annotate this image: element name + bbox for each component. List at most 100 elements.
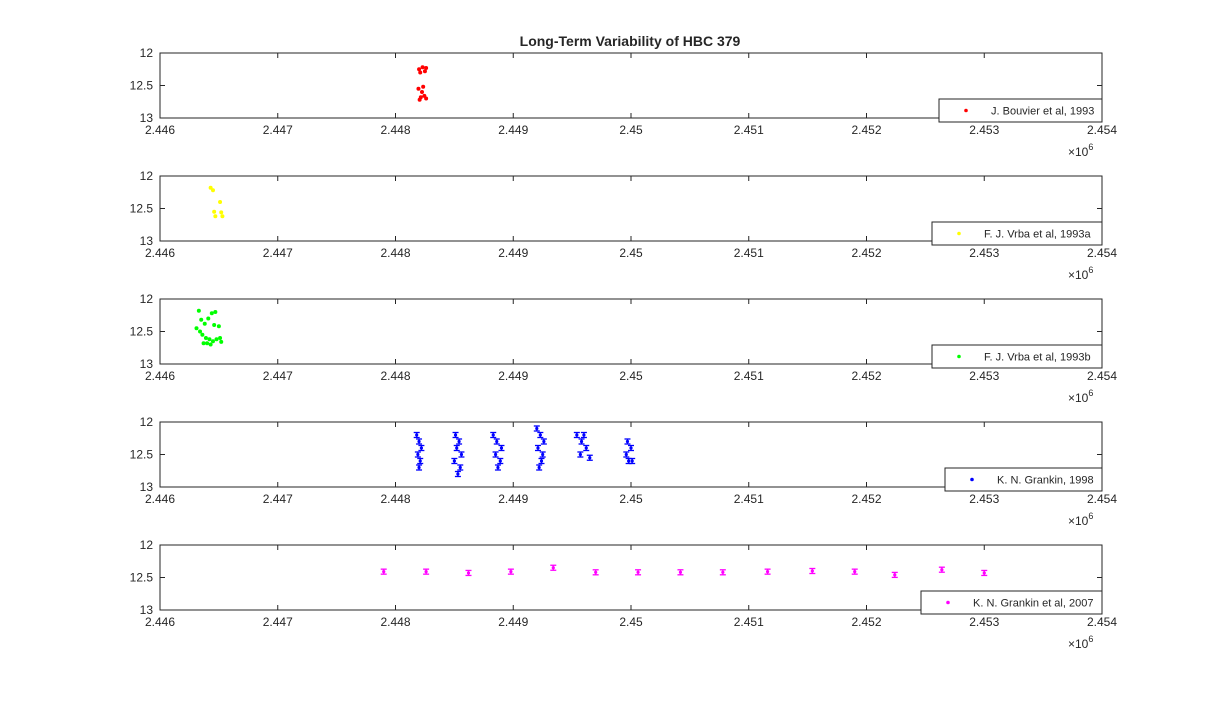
- data-point: [625, 439, 630, 444]
- x-exponent-power: 6: [1088, 388, 1093, 398]
- data-point-errorbar: [494, 464, 501, 471]
- data-point: [541, 452, 545, 457]
- data-point: [219, 339, 224, 344]
- data-point: [629, 446, 633, 450]
- y-tick-label: 12: [140, 46, 154, 60]
- y-tick-label: 12: [140, 169, 154, 183]
- data-point-errorbar: [413, 431, 420, 439]
- legend-label: K. N. Grankin, 1998: [997, 475, 1094, 487]
- data-point-errorbar: [981, 569, 988, 577]
- x-exponent-base: ×10: [1068, 268, 1089, 282]
- data-point-errorbar: [550, 564, 557, 571]
- x-tick-label: 2.448: [380, 369, 410, 383]
- y-tick-label: 12.5: [130, 202, 154, 216]
- legend-box: [938, 98, 1103, 123]
- x-tick-label: 2.446: [145, 123, 175, 137]
- data-point-errorbar: [534, 444, 541, 452]
- data-point: [542, 439, 546, 444]
- x-exponent-base: ×10: [1068, 637, 1089, 651]
- data-point-errorbar: [578, 438, 585, 445]
- y-tick-label: 13: [140, 234, 154, 248]
- x-tick-label: 2.453: [969, 123, 999, 137]
- data-point: [537, 465, 541, 470]
- subplots-container: 2.446 2.447 2.448 2.449 2.45 2.451 2.452 2.453 2…: [130, 46, 1118, 651]
- x-tick-label: 2.45: [619, 492, 643, 506]
- data-point: [415, 433, 419, 437]
- data-point-errorbar: [809, 567, 816, 575]
- data-point-errorbar: [677, 569, 684, 576]
- data-point-errorbar: [416, 438, 423, 445]
- x-exponent-base: ×10: [1068, 514, 1089, 528]
- x-exponent-power: 6: [1088, 265, 1093, 275]
- data-point-errorbar: [457, 464, 464, 471]
- data-point: [422, 69, 427, 74]
- data-point: [424, 570, 428, 574]
- legend-box: [944, 467, 1103, 492]
- data-point: [495, 439, 499, 444]
- data-point-errorbar: [625, 457, 632, 465]
- legend-label: J. Bouvier et al, 1993: [991, 106, 1094, 118]
- data-point-errorbar: [416, 464, 423, 471]
- data-point: [982, 571, 986, 575]
- data-point-errorbar: [635, 569, 642, 576]
- data-point-errorbar: [414, 451, 421, 458]
- x-exponent-power: 6: [1088, 511, 1093, 521]
- data-point: [219, 210, 224, 215]
- x-tick-label: 2.446: [145, 246, 175, 260]
- x-tick-label: 2.446: [145, 492, 175, 506]
- legend: F. J. Vrba et al, 1993a: [931, 221, 1103, 246]
- data-point-errorbar: [577, 451, 584, 458]
- subplot-3: 2.446 2.447 2.448 2.449 2.45 2.451 2.452 2.453 2…: [130, 292, 1118, 405]
- data-point-errorbar: [507, 568, 514, 575]
- data-point-errorbar: [533, 425, 540, 432]
- data-point: [459, 452, 464, 457]
- data-point: [584, 446, 588, 450]
- data-point: [220, 214, 225, 219]
- data-point-errorbar: [458, 451, 465, 458]
- data-point: [418, 459, 422, 463]
- legend-label: K. N. Grankin et al, 2007: [973, 598, 1093, 610]
- x-tick-label: 2.452: [851, 369, 881, 383]
- data-point: [765, 570, 770, 574]
- x-exponent-label: ×106: [1068, 388, 1093, 405]
- legend-box: [920, 590, 1103, 615]
- series-1-points: [416, 65, 429, 102]
- data-point: [582, 433, 586, 437]
- data-point: [200, 332, 205, 337]
- data-point: [493, 452, 498, 457]
- x-tick-label: 2.451: [734, 615, 764, 629]
- y-tick-label: 13: [140, 480, 154, 494]
- data-point: [212, 209, 217, 214]
- data-point-errorbar: [573, 431, 580, 439]
- x-exponent-base: ×10: [1068, 391, 1089, 405]
- x-tick-label: 2.449: [498, 615, 528, 629]
- data-point: [417, 67, 422, 72]
- data-point: [458, 465, 462, 470]
- x-tick-label: 2.45: [619, 369, 643, 383]
- x-exponent-label: ×106: [1068, 265, 1093, 282]
- data-point: [421, 84, 426, 89]
- data-point: [456, 472, 460, 476]
- data-point-errorbar: [540, 438, 547, 445]
- data-point-errorbar: [719, 569, 726, 576]
- x-tick-label: 2.45: [619, 615, 643, 629]
- x-tick-label: 2.454: [1087, 369, 1117, 383]
- x-tick-label: 2.446: [145, 615, 175, 629]
- figure-title: Long-Term Variability of HBC 379: [520, 33, 741, 49]
- x-tick-label: 2.449: [498, 492, 528, 506]
- legend: J. Bouvier et al, 1993: [938, 98, 1103, 123]
- data-point: [194, 326, 199, 331]
- data-point: [214, 337, 219, 342]
- data-point: [538, 433, 542, 437]
- data-point: [499, 446, 504, 450]
- legend-label: F. J. Vrba et al, 1993b: [984, 352, 1091, 364]
- data-point-errorbar: [454, 470, 461, 478]
- x-exponent-label: ×106: [1068, 142, 1093, 159]
- y-tick-label: 12.5: [130, 79, 154, 93]
- data-point-errorbar: [490, 431, 497, 439]
- data-point: [452, 459, 456, 463]
- data-point: [420, 65, 425, 70]
- y-tick-label: 12: [140, 415, 154, 429]
- x-tick-label: 2.453: [969, 246, 999, 260]
- x-exponent-label: ×106: [1068, 634, 1093, 651]
